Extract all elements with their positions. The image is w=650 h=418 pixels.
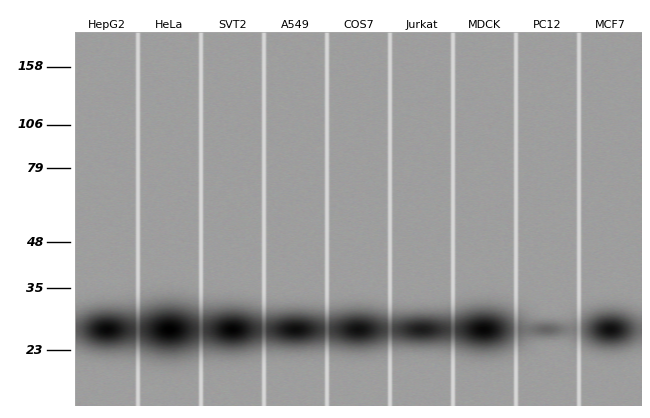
Text: COS7: COS7 bbox=[343, 20, 374, 30]
Text: MCF7: MCF7 bbox=[595, 20, 626, 30]
Text: A549: A549 bbox=[281, 20, 310, 30]
Text: MDCK: MDCK bbox=[468, 20, 501, 30]
Text: 158: 158 bbox=[18, 61, 44, 74]
Text: PC12: PC12 bbox=[533, 20, 562, 30]
Text: HepG2: HepG2 bbox=[88, 20, 125, 30]
Text: SVT2: SVT2 bbox=[218, 20, 247, 30]
Text: 35: 35 bbox=[26, 281, 44, 295]
Text: 23: 23 bbox=[26, 344, 44, 357]
Text: 48: 48 bbox=[26, 235, 44, 248]
Text: Jurkat: Jurkat bbox=[405, 20, 437, 30]
Text: 106: 106 bbox=[18, 118, 44, 132]
Text: HeLa: HeLa bbox=[155, 20, 184, 30]
Text: 79: 79 bbox=[26, 161, 44, 174]
